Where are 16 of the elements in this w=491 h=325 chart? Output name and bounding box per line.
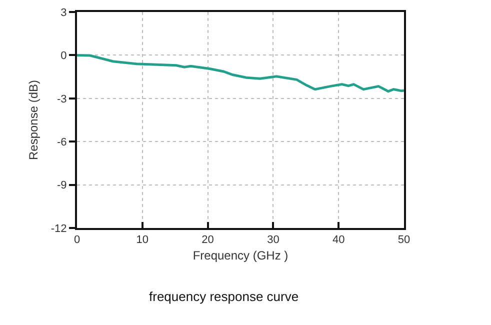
x-tick-label: 10 [136, 234, 149, 246]
y-axis-title: Response (dB) [26, 80, 41, 160]
line-series [77, 54, 404, 93]
y-tick-label: -3 [57, 93, 67, 106]
x-tick-label: 30 [267, 234, 280, 246]
y-tick-label: -12 [50, 222, 67, 235]
text: frequency response curve [149, 289, 299, 304]
y-tick-label: -6 [57, 136, 67, 148]
x-tick-label: 40 [332, 234, 345, 246]
x-axis-title: Frequency (GHz ) [192, 248, 288, 263]
x-tick-label: 50 [398, 234, 410, 246]
y-tick-label: -9 [57, 180, 67, 192]
x-tick-label: 0 [74, 234, 80, 246]
x-tick-label: 20 [202, 234, 214, 246]
y-tick-label: 0 [60, 50, 67, 62]
y-tick-label: 3 [60, 6, 67, 19]
